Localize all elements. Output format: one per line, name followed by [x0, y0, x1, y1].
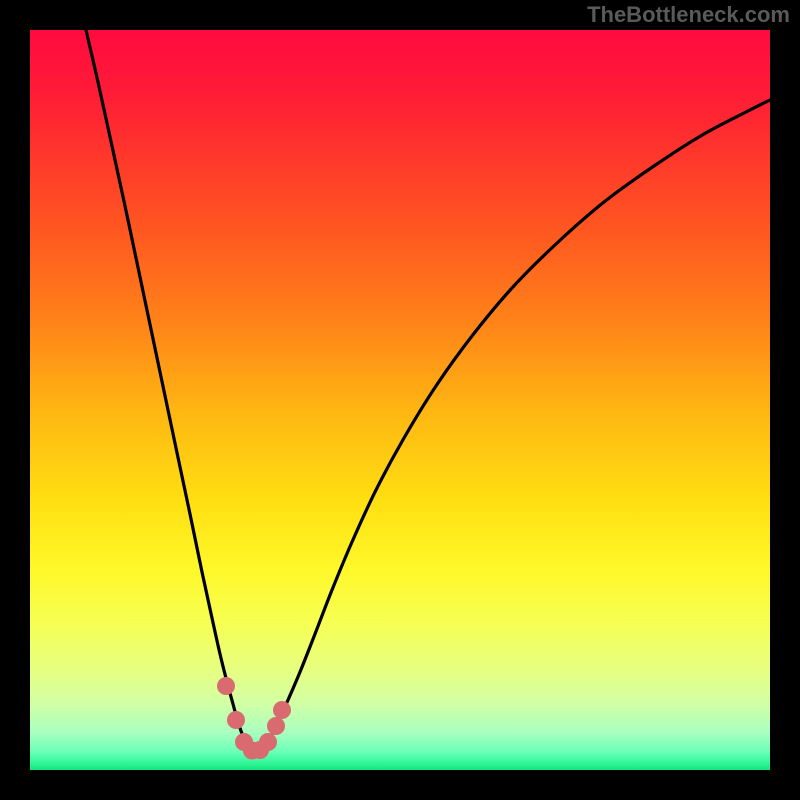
marker-dot	[227, 711, 245, 729]
bottleneck-curve	[86, 30, 770, 751]
marker-dot	[259, 733, 277, 751]
watermark-text: TheBottleneck.com	[587, 2, 790, 28]
marker-dot	[217, 677, 235, 695]
marker-dot	[267, 717, 285, 735]
chart-frame: TheBottleneck.com	[0, 0, 800, 800]
marker-dot	[273, 701, 291, 719]
plot-area	[30, 30, 770, 770]
marker-group	[217, 677, 291, 760]
curve-layer	[30, 30, 770, 770]
